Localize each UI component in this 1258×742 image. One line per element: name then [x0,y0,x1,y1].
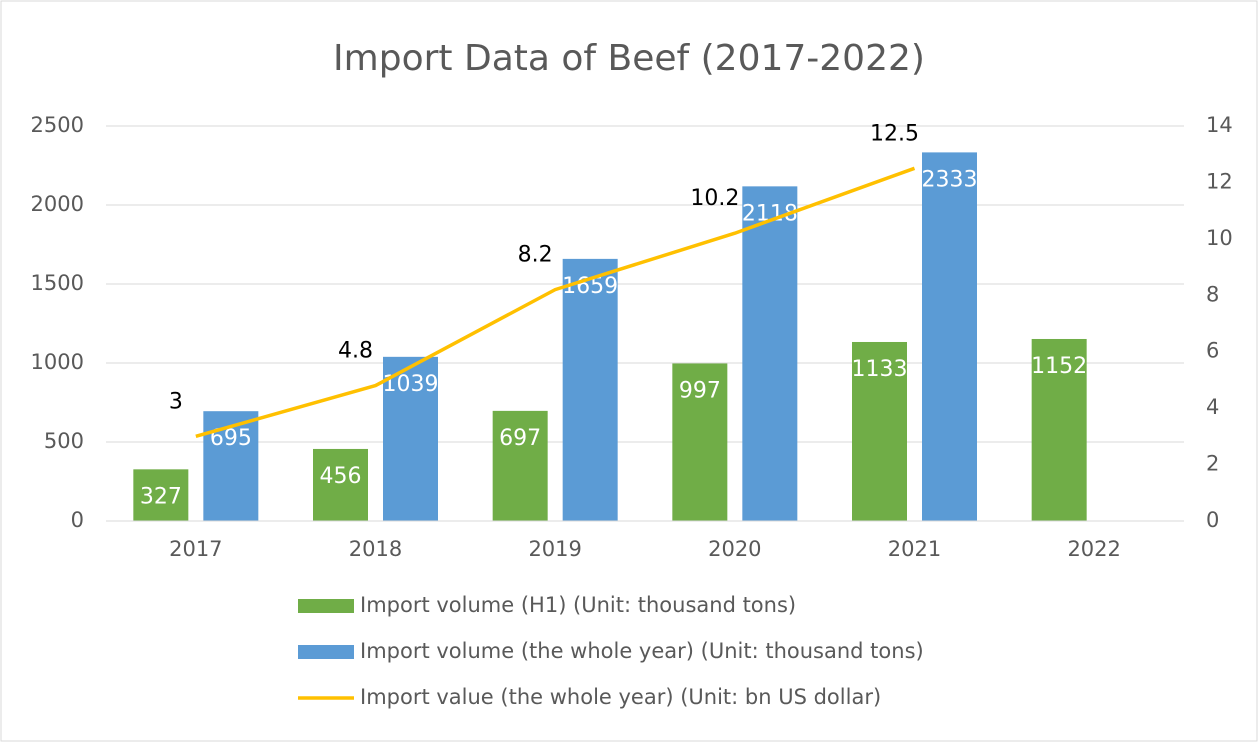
y-tick-label: 2000 [31,192,84,216]
bar [852,341,907,521]
y2-tick-label: 10 [1206,226,1233,250]
line-value-label: 3 [169,389,183,414]
bar-value-label: 697 [499,426,541,451]
bar [742,186,798,521]
y-tick-label: 2500 [31,113,84,137]
bar-value-label: 997 [679,378,721,403]
bar-value-label: 2333 [922,167,978,192]
line-value-label: 4.8 [338,339,373,364]
bar-value-label: 327 [140,484,182,509]
line-value-label: 10.2 [690,186,739,211]
y2-tick-label: 0 [1206,508,1219,532]
bar-value-label: 1152 [1031,354,1087,379]
y2-tick-label: 12 [1206,169,1233,193]
x-tick-label: 2018 [349,537,402,561]
bar [922,152,977,522]
y-tick-label: 500 [44,429,84,453]
bar [672,363,728,521]
y-tick-label: 1000 [31,350,84,374]
legend-label: Import value (the whole year) (Unit: bn … [360,685,881,709]
bar [133,469,189,521]
y2-tick-label: 4 [1206,395,1219,419]
y2-tick-label: 8 [1206,282,1219,306]
bar [562,258,618,521]
x-tick-label: 2022 [1067,537,1120,561]
legend-label: Import volume (H1) (Unit: thousand tons) [360,593,796,617]
chart-title: Import Data of Beef (2017-2022) [333,38,925,79]
bar [492,410,548,521]
legend-swatch [298,599,354,613]
x-tick-label: 2021 [888,537,941,561]
legend-swatch [298,645,354,659]
bar-value-label: 1133 [852,357,908,382]
legend-label: Import volume (the whole year) (Unit: th… [360,639,924,663]
y2-tick-label: 6 [1206,339,1219,363]
bar-value-label: 456 [320,464,362,489]
line-value-label: 8.2 [518,243,553,268]
y-tick-label: 1500 [31,271,84,295]
line [195,166,916,439]
y2-tick-label: 14 [1206,113,1233,137]
x-tick-label: 2019 [528,537,581,561]
y2-tick-label: 2 [1206,452,1219,476]
line-value-label: 12.5 [870,121,919,146]
x-tick-label: 2020 [708,537,761,561]
y-tick-label: 0 [71,508,84,532]
bar [1031,338,1087,521]
bar [383,356,438,521]
bar [203,411,259,521]
bar [313,448,368,521]
x-tick-label: 2017 [169,537,222,561]
